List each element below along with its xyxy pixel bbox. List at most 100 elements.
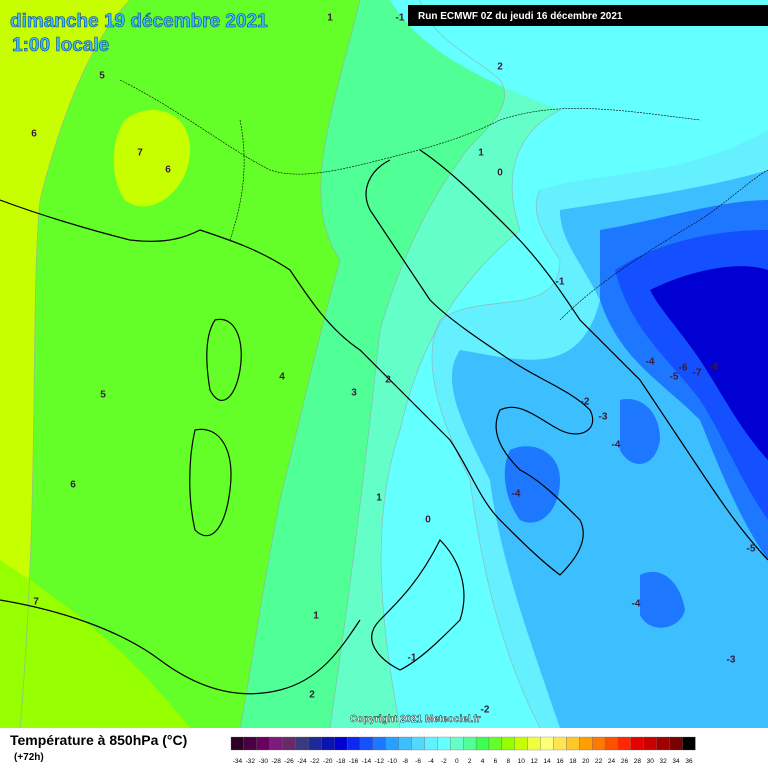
scale-label: 12 — [531, 758, 539, 765]
isotherms — [19, 0, 561, 729]
contour-label: -1 — [556, 277, 565, 288]
scale-swatch — [256, 736, 270, 751]
contour-label: -7 — [693, 368, 702, 379]
scale-swatch — [579, 736, 593, 751]
scale-label: -2 — [441, 758, 447, 765]
scale-swatch — [450, 736, 464, 751]
contour-label: 7 — [33, 597, 39, 608]
contour-label: 5 — [100, 390, 106, 401]
contour-label: -3 — [599, 412, 608, 423]
scale-swatch — [372, 736, 386, 751]
scale-label: -20 — [323, 758, 333, 765]
run-info: Run ECMWF 0Z du jeudi 16 décembre 2021 — [418, 11, 623, 22]
scale-swatch — [553, 736, 567, 751]
scale-label: -12 — [375, 758, 385, 765]
contour-label: -4 — [632, 599, 641, 610]
scale-swatch — [282, 736, 296, 751]
scale-swatch — [540, 736, 554, 751]
copyright: Copyright 2021 Meteociel.fr — [350, 714, 481, 725]
contour-label: -1 — [408, 653, 417, 664]
scale-swatch — [359, 736, 374, 751]
map-title: dimanche 19 décembre 2021 — [10, 11, 268, 32]
scale-label: 34 — [672, 758, 680, 765]
scale-label: -34 — [233, 758, 243, 765]
contour-label: 5 — [99, 71, 105, 82]
scale-swatch — [334, 736, 348, 751]
scale-label: 28 — [634, 758, 642, 765]
contour-label: 4 — [279, 372, 285, 383]
contour-label: 6 — [70, 480, 76, 491]
scale-label: 16 — [556, 758, 564, 765]
scale-swatch — [630, 736, 644, 751]
contour-label: 1 — [327, 13, 333, 24]
temperature-field — [0, 0, 768, 728]
scale-swatch — [617, 736, 632, 751]
scale-swatch — [398, 736, 412, 751]
contour-label: -3 — [727, 655, 736, 666]
scale-swatch — [411, 736, 425, 751]
scale-label: 10 — [518, 758, 526, 765]
scale-label: 8 — [507, 758, 511, 765]
scale-swatch — [243, 736, 257, 751]
scale-label: 0 — [455, 758, 459, 765]
contour-label: 1 — [376, 493, 382, 504]
contour-label: 1 — [478, 148, 484, 159]
scale-swatch — [424, 736, 438, 751]
contour-label: -2 — [581, 397, 590, 408]
contour-label: -4 — [512, 489, 521, 500]
scale-swatch — [269, 736, 283, 751]
scale-label: 22 — [595, 758, 603, 765]
map-subtitle: 1:00 locale — [12, 35, 109, 56]
contour-label: -5 — [747, 544, 756, 555]
contour-label: 2 — [497, 62, 503, 73]
scale-label: -8 — [402, 758, 408, 765]
scale-swatch — [527, 736, 541, 751]
footer-title: Température à 850hPa (°C) — [10, 732, 187, 748]
contour-label: -5 — [670, 372, 679, 383]
contour-label: 0 — [497, 168, 503, 179]
contour-label: 2 — [309, 690, 315, 701]
scale-label: -32 — [246, 758, 256, 765]
color-scale: -34 -32 -30 -28 -26 -24 -22 -20 -18 -16 -14 -12 -10-… — [230, 736, 696, 765]
scale-label: 4 — [481, 758, 485, 765]
contour-label: -8 — [710, 362, 719, 373]
coastlines — [0, 79, 768, 695]
lead-time: (+72h) — [14, 752, 44, 763]
scale-swatch — [346, 736, 361, 751]
scale-swatch — [230, 736, 245, 751]
scale-swatch — [514, 736, 528, 751]
scale-label: 36 — [685, 758, 693, 765]
scale-label: 24 — [608, 758, 616, 765]
scale-label: -14 — [362, 758, 372, 765]
scale-swatch — [475, 736, 490, 751]
scale-label: -4 — [428, 758, 434, 765]
run-banner — [408, 5, 768, 26]
scale-label: -16 — [349, 758, 359, 765]
contour-label: 6 — [31, 129, 37, 140]
contour-label: -6 — [679, 363, 688, 374]
contour-label: -1 — [396, 13, 405, 24]
scale-label: -22 — [310, 758, 320, 765]
scale-swatch — [643, 736, 657, 751]
scale-swatch — [437, 736, 451, 751]
scale-label: 30 — [647, 758, 655, 765]
contour-label: -4 — [612, 440, 621, 451]
scale-label: -30 — [259, 758, 269, 765]
scale-label: 14 — [543, 758, 551, 765]
scale-label: -26 — [284, 758, 294, 765]
contour-label: 1 — [313, 611, 319, 622]
scale-swatch — [669, 736, 683, 751]
scale-swatch — [501, 736, 515, 751]
scale-swatch — [463, 736, 477, 751]
scale-label: 6 — [494, 758, 498, 765]
scale-label: -18 — [336, 758, 346, 765]
scale-label: 2 — [468, 758, 472, 765]
scale-swatch — [604, 736, 619, 751]
scale-swatch — [385, 736, 399, 751]
contour-label: 2 — [385, 375, 391, 386]
scale-swatch — [656, 736, 670, 751]
scale-label: -28 — [271, 758, 281, 765]
scale-label: 20 — [582, 758, 590, 765]
